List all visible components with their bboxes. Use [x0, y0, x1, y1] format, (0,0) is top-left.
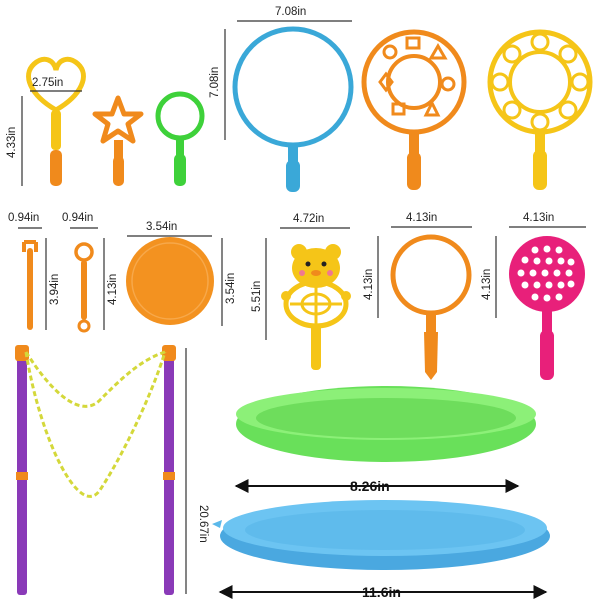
disc-width-label: 3.54in: [146, 221, 177, 233]
blue-big-wand: [232, 26, 354, 192]
orange-disc: [126, 237, 214, 325]
blue-tray: [212, 500, 550, 570]
orange-shapes-wand: [361, 29, 467, 190]
disc-rim: [131, 242, 209, 320]
pink-dotted-wand: [509, 236, 585, 380]
pole-height-label: 20.67in: [197, 505, 209, 543]
small-stick-height-label: 3.94in: [49, 274, 61, 305]
bear-wand: [281, 244, 351, 370]
small-stick-wand: [22, 240, 38, 330]
small-ring-height-label: 4.13in: [107, 274, 119, 305]
yellow-bubbles-wand: [487, 29, 593, 190]
disc-height-label: 3.54in: [225, 273, 237, 304]
green-tray-width-label: 8.26in: [350, 478, 390, 494]
bubble-poles: [15, 345, 176, 595]
heart-width-label: 2.75in: [32, 77, 63, 89]
pink-wand-width-label: 4.13in: [523, 212, 554, 224]
small-ring-width-label: 0.94in: [62, 212, 93, 224]
heart-height-label: 4.33in: [6, 127, 18, 158]
bear-height-label: 5.51in: [251, 281, 263, 312]
heart-wand: [26, 56, 86, 186]
orange-wand-height-label: 4.13in: [363, 269, 375, 300]
big-wand-width-label: 7.08in: [275, 6, 306, 18]
green-round-wand: [155, 91, 205, 186]
big-wand-height-label: 7.08in: [209, 67, 221, 98]
pink-wand-height-label: 4.13in: [481, 269, 493, 300]
green-tray: [236, 386, 536, 462]
orange-wand-width-label: 4.13in: [406, 212, 437, 224]
small-ring-wand: [74, 242, 94, 333]
orange-round-wand: [390, 234, 472, 380]
small-stick-width-label: 0.94in: [8, 212, 39, 224]
bear-width-label: 4.72in: [293, 213, 324, 225]
blue-tray-width-label: 11.6in: [362, 584, 401, 600]
star-wand: [92, 95, 144, 186]
